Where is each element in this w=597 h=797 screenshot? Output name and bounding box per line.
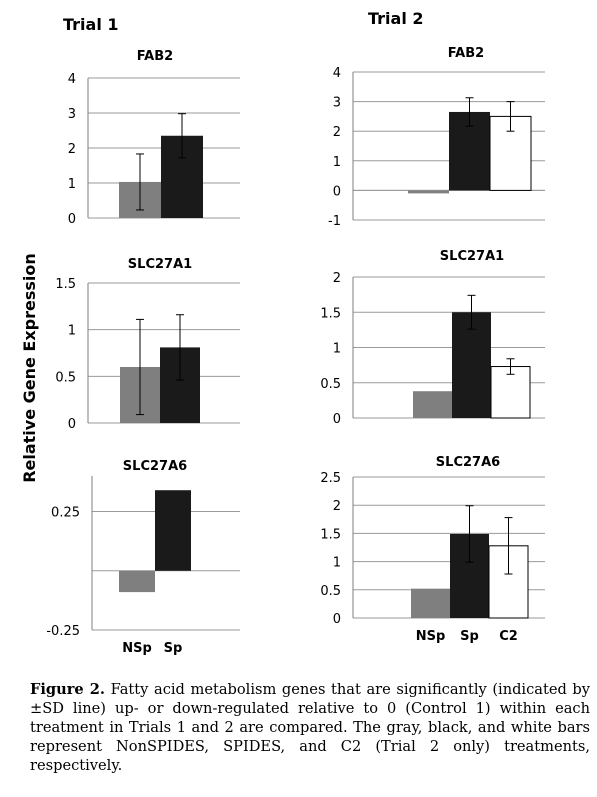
- chart-5-tick-label: 1: [333, 342, 341, 357]
- chart-5-bar-nsp: [413, 391, 452, 418]
- chart-1-tick-label: 0: [68, 212, 76, 227]
- chart-2-tick-label: 0: [68, 417, 76, 432]
- chart-6-tick-label: 0: [333, 612, 341, 627]
- chart-1-tick-label: 3: [68, 107, 76, 122]
- caption-label: Figure 2.: [30, 681, 105, 698]
- trial-1-title: Trial 1: [63, 15, 119, 34]
- chart-4-tick-label: 4: [333, 66, 341, 81]
- charts-group: FAB2 0 1 2 3 4 SLC27A1 0 0.5 1 1.5 SLC27A6 -0.25 0.25…: [46, 46, 545, 656]
- trial-2-title: Trial 2: [368, 9, 424, 28]
- chart-3-category-label: Sp: [164, 641, 183, 656]
- chart-6-tick-label: 1: [333, 556, 341, 571]
- chart-6-category-label: NSp: [416, 629, 446, 644]
- chart-6-title: SLC27A6: [436, 455, 500, 470]
- chart-3-bar-nsp: [119, 570, 155, 593]
- chart-6-bar-nsp: [411, 588, 450, 618]
- caption-text: Fatty acid metabolism genes that are sig…: [30, 681, 591, 774]
- chart-3-title: SLC27A6: [123, 459, 187, 474]
- chart-5-tick-label: 0: [333, 412, 341, 427]
- chart-5-bar-c2: [490, 366, 531, 419]
- chart-2-tick-label: 1: [68, 324, 76, 339]
- chart-6-tick-label: 2: [333, 499, 341, 514]
- chart-3-tick-label: -0.25: [46, 624, 80, 639]
- chart-3-category-label: NSp: [122, 641, 152, 656]
- figure-caption: Figure 2. Fatty acid metabolism genes th…: [30, 680, 590, 775]
- chart-4-tick-label: 1: [333, 155, 341, 170]
- chart-2-tick-label: 1.5: [55, 277, 76, 292]
- chart-3-bar-sp: [155, 490, 191, 571]
- chart-5-tick-label: 1.5: [320, 306, 341, 321]
- figure-canvas: Trial 1 Trial 2 Relative Gene Expression…: [20, 9, 545, 656]
- chart-2-tick-label: 0.5: [55, 370, 76, 385]
- chart-5-title: SLC27A1: [440, 249, 504, 264]
- chart-2-title: SLC27A1: [128, 257, 192, 272]
- chart-4-bar-nsp: [408, 190, 449, 194]
- chart-6-tick-label: 2.5: [320, 471, 341, 486]
- chart-4-title: FAB2: [448, 46, 484, 61]
- chart-6-tick-label: 0.5: [320, 584, 341, 599]
- chart-5-tick-label: 0.5: [320, 377, 341, 392]
- chart-4-tick-label: -1: [328, 214, 341, 229]
- chart-6-category-label: Sp: [460, 629, 479, 644]
- chart-1-title: FAB2: [137, 49, 173, 64]
- y-axis-label: Relative Gene Expression: [20, 253, 39, 483]
- chart-4-tick-label: 3: [333, 96, 341, 111]
- chart-4-tick-label: 2: [333, 125, 341, 140]
- chart-5-bar-sp: [452, 312, 491, 418]
- chart-1-tick-label: 2: [68, 142, 76, 157]
- chart-1-tick-label: 1: [68, 177, 76, 192]
- chart-1-tick-label: 4: [68, 72, 76, 87]
- chart-5-tick-label: 2: [333, 271, 341, 286]
- chart-4-tick-label: 0: [333, 184, 341, 199]
- chart-3-tick-label: 0.25: [51, 506, 80, 521]
- chart-6-tick-label: 1.5: [320, 527, 341, 542]
- chart-6-category-label: C2: [499, 629, 518, 644]
